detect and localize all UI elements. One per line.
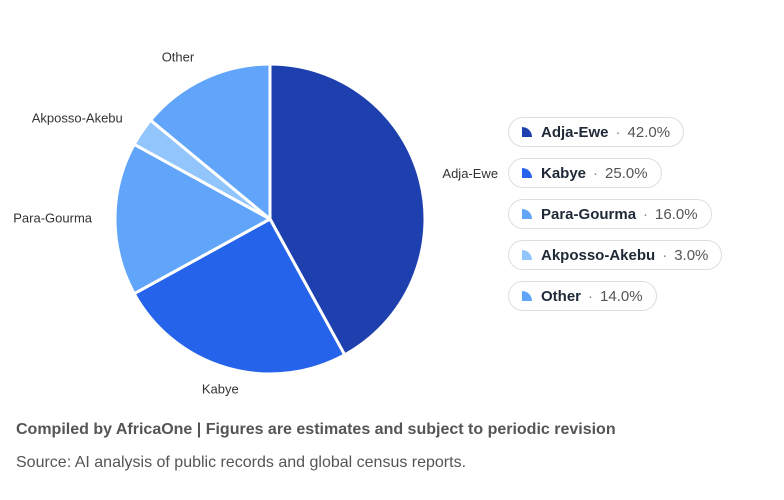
legend-item-akposso-akebu[interactable]: Akposso-Akebu · 3.0%	[508, 240, 723, 270]
slice-label-adja-ewe: Adja-Ewe	[442, 166, 498, 181]
pie-slice-kabye	[132, 217, 347, 376]
legend-value: 16.0%	[655, 205, 698, 223]
slice-label-para-gourma: Para-Gourma	[13, 210, 93, 225]
legend-row: Other · 14.0%	[508, 281, 722, 322]
pie-slices	[113, 62, 427, 376]
legend-item-other[interactable]: Other · 14.0%	[508, 281, 657, 311]
legend-item-kabye[interactable]: Kabye · 25.0%	[508, 158, 662, 188]
legend-item-para-gourma[interactable]: Para-Gourma · 16.0%	[508, 199, 712, 229]
pie-slice-icon	[522, 168, 532, 178]
legend-label: Kabye	[541, 164, 587, 182]
legend: Adja-Ewe · 42.0% Kabye · 25.0% Para-Gourma · 16.…	[508, 117, 723, 322]
legend-label: Akposso-Akebu	[541, 246, 656, 264]
legend-value: 25.0%	[605, 164, 648, 182]
legend-value: 14.0%	[600, 287, 643, 305]
pie-slice-para-gourma	[113, 142, 272, 296]
footer-note: Compiled by AfricaOne | Figures are esti…	[16, 421, 616, 438]
legend-row: Kabye · 25.0%	[508, 158, 722, 199]
pie-slice-icon	[522, 250, 532, 260]
legend-label: Para-Gourma	[541, 205, 637, 223]
legend-label: Other	[541, 287, 582, 305]
legend-separator: ·	[643, 205, 649, 223]
legend-row: Adja-Ewe · 42.0%	[508, 117, 722, 158]
legend-item-adja-ewe[interactable]: Adja-Ewe · 42.0%	[508, 117, 685, 147]
slice-label-other: Other	[162, 49, 195, 64]
pie-slice-icon	[522, 127, 532, 137]
legend-separator: ·	[588, 287, 594, 305]
pie-slice-other	[149, 62, 272, 221]
legend-row: Para-Gourma · 16.0%	[508, 199, 722, 240]
legend-label: Adja-Ewe	[541, 123, 609, 141]
footer-source: Source: AI analysis of public records an…	[16, 454, 467, 471]
pie-slice-adja-ewe	[268, 62, 427, 357]
legend-value: 42.0%	[627, 123, 671, 141]
legend-separator: ·	[615, 123, 621, 141]
slice-label-akposso-akebu: Akposso-Akebu	[32, 110, 123, 125]
legend-separator: ·	[593, 164, 599, 182]
legend-value: 3.0%	[674, 246, 709, 264]
legend-row: Akposso-Akebu · 3.0%	[508, 240, 723, 281]
legend-separator: ·	[662, 246, 668, 264]
pie-slice-icon	[522, 291, 532, 301]
pie-slice-icon	[522, 209, 532, 219]
slice-label-kabye: Kabye	[202, 381, 239, 396]
pie-slice-labels: Adja-Ewe Kabye Para-Gourma Akposso-Akebu Oth…	[13, 49, 498, 396]
